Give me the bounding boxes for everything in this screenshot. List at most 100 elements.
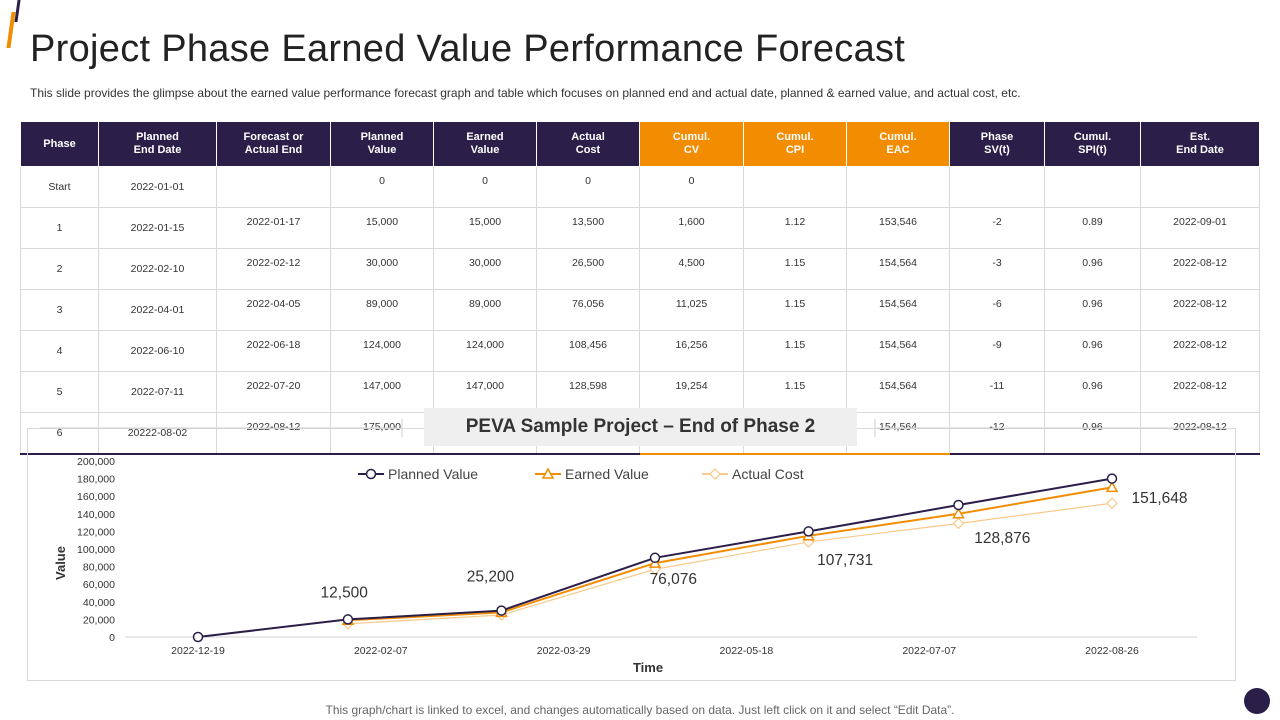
table-cell: 147,000: [433, 371, 537, 413]
table-cell: 124,000: [330, 330, 434, 372]
table-cell: [1140, 166, 1260, 208]
data-point: [496, 605, 507, 616]
table-cell: 154,564: [846, 412, 950, 455]
y-tick-label: 140,000: [77, 509, 115, 521]
page-subtitle: This slide provides the glimpse about th…: [30, 86, 1021, 100]
page-title: Project Phase Earned Value Performance F…: [30, 28, 906, 70]
table-cell: 2022-01-17: [216, 207, 331, 249]
table-cell: [949, 166, 1045, 208]
column-header: Cumul. SPI(t): [1044, 121, 1141, 167]
data-label: 25,200: [467, 569, 515, 586]
table-cell: 2022-06-10: [98, 330, 217, 372]
table-cell: 154,564: [846, 330, 950, 372]
table-row: 1 2022-01-15 2022-01-17 15,000 15,000 13,500 1…: [20, 207, 1260, 249]
table-cell: [216, 166, 331, 208]
y-tick-label: 0: [109, 632, 115, 644]
table-cell: 6: [20, 412, 99, 455]
y-tick-label: 60,000: [83, 579, 115, 591]
column-header: Cumul. EAC: [846, 121, 950, 167]
table-cell: 30,000: [433, 248, 537, 290]
table-cell: 0.96: [1044, 330, 1141, 372]
table-cell: 147,000: [330, 371, 434, 413]
table-cell: 0.96: [1044, 371, 1141, 413]
column-header: Cumul. CPI: [743, 121, 847, 167]
table-cell: 2022-02-10: [98, 248, 217, 290]
x-tick-label: 2022-07-07: [902, 645, 956, 657]
data-point: [803, 526, 814, 537]
y-tick-label: 40,000: [83, 597, 115, 609]
table-body: Start 2022-01-01 0 0 0 0 1 2022-01-15 2022-01-17…: [20, 166, 1260, 455]
legend-label: Actual Cost: [732, 466, 804, 482]
table-cell: [743, 166, 847, 208]
data-point: [192, 631, 204, 643]
column-header: Est. End Date: [1140, 121, 1260, 167]
table-cell: 0: [639, 166, 744, 208]
legend-marker: [365, 468, 377, 480]
table-cell: 2022-08-12: [216, 412, 331, 455]
column-header: Phase SV(t): [949, 121, 1045, 167]
earned-value-table: Phase Planned End Date Forecast or Actual …: [20, 121, 1260, 455]
table-cell: Start: [20, 166, 99, 208]
data-label: 128,876: [974, 530, 1030, 547]
table-cell: 1.15: [743, 371, 847, 413]
data-point: [952, 517, 965, 530]
column-header: Actual Cost: [536, 121, 640, 167]
x-tick-label: 2022-12-19: [171, 645, 225, 657]
table-cell: 4: [20, 330, 99, 372]
data-point: [1105, 480, 1119, 493]
y-tick-label: 120,000: [77, 526, 115, 538]
legend-label: Planned Value: [388, 466, 478, 482]
table-cell: 2022-08-12: [1140, 248, 1260, 290]
table-cell: 16,256: [639, 330, 744, 372]
y-tick-label: 160,000: [77, 491, 115, 503]
table-cell: 0.96: [1044, 248, 1141, 290]
legend-marker: [709, 468, 721, 480]
data-label: 107,731: [817, 552, 873, 569]
x-tick-label: 2022-02-07: [354, 645, 408, 657]
data-point: [952, 507, 965, 519]
table-cell: 0.96: [1044, 289, 1141, 331]
table-cell: [1044, 166, 1141, 208]
table-cell: 19,254: [639, 371, 744, 413]
legend-label: Earned Value: [565, 466, 649, 482]
column-header: Planned Value: [330, 121, 434, 167]
x-tick-label: 2022-03-29: [537, 645, 591, 657]
table-row: 3 2022-04-01 2022-04-05 89,000 89,000 76,056 1…: [20, 289, 1260, 331]
y-tick-label: 20,000: [83, 614, 115, 626]
table-cell: 175,000: [330, 412, 434, 455]
column-header: Forecast or Actual End: [216, 121, 331, 167]
y-tick-label: 200,000: [77, 456, 115, 468]
data-point: [953, 499, 964, 511]
table-row: 5 2022-07-11 2022-07-20 147,000 147,000 128,5…: [20, 371, 1260, 413]
data-point: [1106, 497, 1118, 510]
table-cell: 1: [20, 207, 99, 249]
table-cell: 1.15: [743, 289, 847, 331]
table-cell: 2: [20, 248, 99, 290]
x-tick-label: 2022-05-18: [720, 645, 774, 657]
y-axis-label: Value: [53, 546, 68, 580]
table-cell: 15,000: [433, 207, 537, 249]
table-cell: 1.15: [743, 248, 847, 290]
table-cell: 2022-08-12: [1140, 289, 1260, 331]
series-line-earned-value: [347, 486, 1113, 622]
table-cell: 2022-08-12: [1140, 330, 1260, 372]
table-cell: 2022-01-01: [98, 166, 217, 208]
table-row: 4 2022-06-10 2022-06-18 124,000 124,000 108,4…: [20, 330, 1260, 372]
nav-circle-button[interactable]: [1244, 688, 1270, 714]
table-cell: 0.96: [1044, 412, 1141, 455]
table-cell: 2022-09-01: [1140, 207, 1260, 249]
table-cell: -11: [949, 371, 1045, 413]
legend-marker: [541, 467, 555, 479]
data-label: 151,648: [1132, 490, 1188, 507]
chart-title: PEVA Sample Project – End of Phase 2: [424, 408, 857, 446]
data-label: 12,500: [321, 584, 369, 601]
table-cell: 2022-07-20: [216, 371, 331, 413]
table-cell: 2022-01-15: [98, 207, 217, 249]
table-cell: 124,000: [433, 330, 537, 372]
footer-note: This graph/chart is linked to excel, and…: [325, 703, 955, 717]
y-tick-label: 180,000: [77, 474, 115, 486]
table-cell: 154,564: [846, 248, 950, 290]
x-axis-label: Time: [633, 660, 663, 675]
data-point: [1106, 473, 1118, 484]
